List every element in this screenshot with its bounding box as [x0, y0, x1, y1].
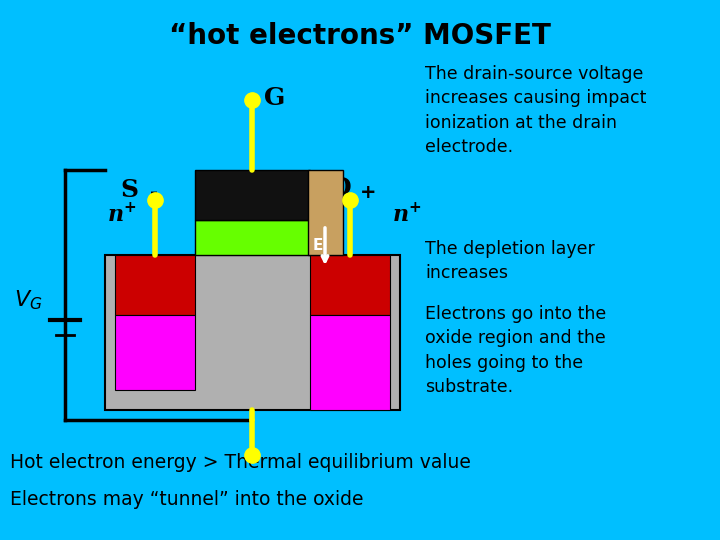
Text: -: - [150, 183, 158, 201]
Bar [308, 170, 343, 255]
Text: The depletion layer
increases: The depletion layer increases [425, 240, 595, 282]
Text: n: n [108, 204, 124, 226]
Bar [115, 255, 195, 315]
Bar [195, 170, 310, 220]
Text: The drain-source voltage
increases causing impact
ionization at the drain
electr: The drain-source voltage increases causi… [425, 65, 647, 156]
Text: “hot electrons” MOSFET: “hot electrons” MOSFET [169, 22, 551, 50]
Text: +: + [408, 199, 420, 214]
Text: Hot electron energy > Thermal equilibrium value: Hot electron energy > Thermal equilibriu… [10, 453, 471, 472]
Text: Electrons may “tunnel” into the oxide: Electrons may “tunnel” into the oxide [10, 490, 364, 509]
Text: +: + [123, 199, 136, 214]
Text: $V_G$: $V_G$ [14, 288, 42, 312]
Bar [105, 255, 400, 410]
Text: D: D [330, 176, 351, 200]
Text: +: + [360, 183, 377, 201]
Bar [310, 255, 390, 315]
Text: n: n [393, 204, 409, 226]
Text: E: E [312, 238, 323, 253]
Text: S: S [120, 178, 138, 202]
Bar [310, 315, 390, 410]
Text: Electrons go into the
oxide region and the
holes going to the
substrate.: Electrons go into the oxide region and t… [425, 305, 606, 396]
Text: G: G [264, 86, 285, 110]
Bar [115, 315, 195, 390]
Bar [195, 220, 310, 255]
